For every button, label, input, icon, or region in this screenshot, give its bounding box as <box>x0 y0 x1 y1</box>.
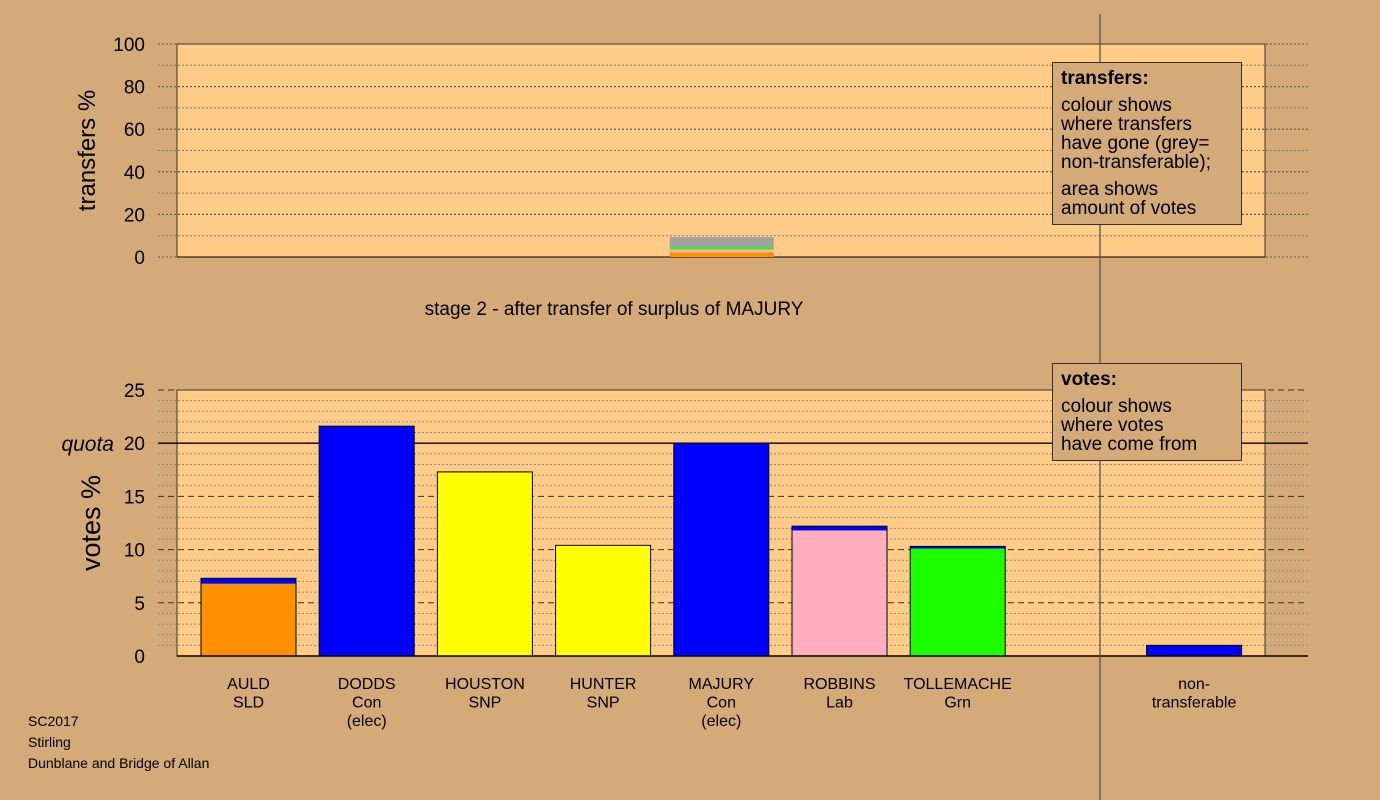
votes-y-tick-label: 0 <box>134 647 145 668</box>
votes-bar-segment <box>437 471 533 656</box>
category-label: SNP <box>468 695 501 712</box>
votes-legend-title: votes: <box>1061 369 1117 390</box>
category-label: (elec) <box>701 713 741 730</box>
category-label: transferable <box>1152 695 1237 712</box>
votes-bar-segment <box>910 546 1006 549</box>
votes-bar-segment <box>201 578 296 584</box>
category-label: Con <box>707 695 736 712</box>
votes-legend-line: colour shows <box>1061 396 1172 417</box>
transfers-y-tick-label: 80 <box>124 78 145 99</box>
votes-bar-segment <box>319 426 415 656</box>
votes-bar-segment <box>792 526 887 531</box>
votes-y-tick-label: 20 <box>124 434 145 455</box>
transfers-y-tick-label: 60 <box>124 120 145 141</box>
votes-y-tick-label: 15 <box>124 487 145 508</box>
votes-legend: votes: colour shows where votes have com… <box>1052 363 1242 461</box>
transfer-bar-segment <box>669 252 774 257</box>
category-label: ROBBINS <box>803 676 875 693</box>
votes-bar-segment <box>1146 645 1242 656</box>
transfer-bar-segment <box>669 237 774 248</box>
category-label: HUNTER <box>570 676 637 693</box>
transfer-bar-segment <box>669 247 774 250</box>
votes-y-axis-title: votes % <box>76 475 106 571</box>
category-label: Grn <box>944 695 971 712</box>
transfers-y-tick-label: 100 <box>113 35 145 56</box>
transfers-y-axis-title: transfers % <box>74 90 101 211</box>
transfers-legend-line: amount of votes <box>1061 198 1197 219</box>
transfer-bar-segment <box>669 249 774 253</box>
transfers-legend-line: where transfers <box>1061 114 1192 135</box>
category-label: TOLLEMACHE <box>904 676 1012 693</box>
transfers-y-tick-label: 40 <box>124 163 145 184</box>
votes-bar-segment <box>555 545 651 656</box>
footer: SC2017 Stirling Dunblane and Bridge of A… <box>28 711 209 774</box>
transfers-legend-title: transfers: <box>1061 68 1149 89</box>
votes-bar-segment <box>910 548 1006 656</box>
votes-legend-line: have come from <box>1061 434 1198 455</box>
transfers-legend-line: have gone (grey= <box>1061 133 1210 154</box>
votes-bar-segment <box>792 530 887 656</box>
transfers-legend-line: colour shows <box>1061 95 1172 116</box>
votes-y-tick-label: 25 <box>124 381 145 402</box>
votes-y-tick-label: 10 <box>124 541 145 562</box>
category-label: HOUSTON <box>445 676 525 693</box>
transfers-legend-line: area shows <box>1061 179 1159 200</box>
transfers-legend: transfers: colour shows where transfers … <box>1052 62 1242 225</box>
category-label: non- <box>1178 676 1210 693</box>
category-label: MAJURY <box>689 676 755 693</box>
category-label: Con <box>352 695 381 712</box>
category-label: Lab <box>826 695 853 712</box>
transfers-y-tick-label: 0 <box>134 248 145 269</box>
category-label: (elec) <box>347 713 387 730</box>
votes-bar-segment <box>673 443 769 656</box>
footer-ward: Dunblane and Bridge of Allan <box>28 755 210 771</box>
footer-election: SC2017 <box>28 713 79 729</box>
votes-y-tick-label: 5 <box>134 594 145 615</box>
quota-label: quota <box>61 433 114 456</box>
category-label: AULD <box>227 676 270 693</box>
category-label: DODDS <box>338 676 396 693</box>
footer-council: Stirling <box>28 734 71 750</box>
category-label: SLD <box>233 695 264 712</box>
votes-bar-segment <box>201 583 296 656</box>
stage-caption: stage 2 - after transfer of surplus of M… <box>425 299 804 320</box>
transfers-legend-line: non-transferable); <box>1061 152 1211 173</box>
votes-legend-line: where votes <box>1061 415 1164 436</box>
category-label: SNP <box>587 695 620 712</box>
transfers-y-tick-label: 20 <box>124 205 145 226</box>
